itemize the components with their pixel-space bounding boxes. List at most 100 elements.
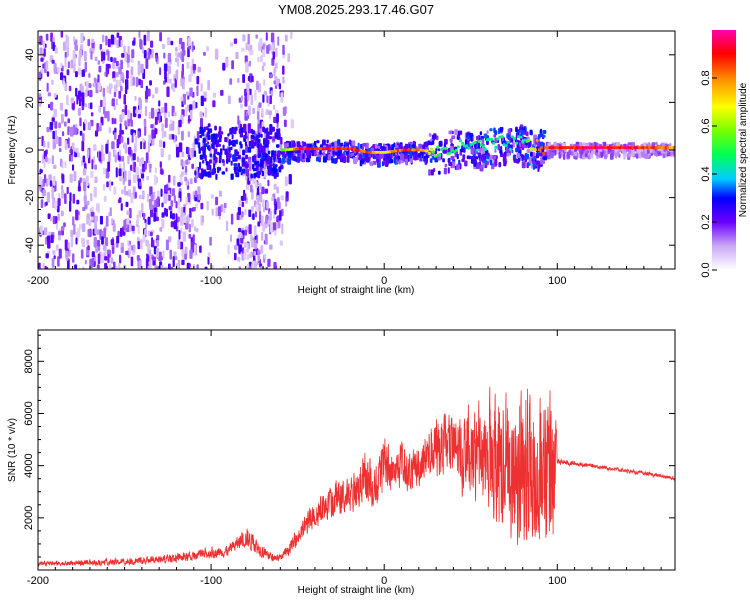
spectrogram-cell — [137, 241, 140, 250]
spectrogram-cell — [124, 87, 128, 95]
spectrogram-cell — [252, 107, 255, 114]
spectrogram-cell — [200, 168, 204, 173]
x-tick-label: 0 — [381, 275, 387, 287]
spectrogram-cell — [206, 200, 209, 211]
spectrogram-cell — [288, 174, 292, 185]
spectrogram-cell — [178, 205, 181, 213]
spectrogram-cell — [91, 41, 95, 49]
spectrogram-cell — [209, 153, 213, 158]
spectrogram-cell — [398, 159, 401, 165]
spectrogram-cell — [331, 157, 334, 164]
spectrogram-cell — [170, 119, 173, 124]
spectrogram-cell — [450, 142, 453, 146]
spectrogram-cell — [150, 40, 154, 48]
spectrogram-ridge-cell — [508, 147, 512, 151]
spectrogram-cell — [316, 156, 320, 162]
spectrogram-cell — [230, 173, 234, 180]
spectrogram-cell — [112, 223, 116, 232]
spectrogram-cell — [242, 74, 245, 83]
spectrogram-cell — [260, 215, 264, 226]
spectrogram-cell — [70, 59, 74, 69]
spectrogram-cell — [267, 134, 270, 139]
spectrogram-cell — [243, 193, 247, 201]
spectrogram-cell — [269, 222, 273, 233]
spectrogram-cell — [250, 141, 255, 149]
spectrogram-cell — [267, 258, 271, 267]
spectrogram-cell — [131, 49, 135, 59]
spectrogram-cell — [78, 98, 82, 107]
spectrogram-cell — [479, 131, 483, 136]
spectrogram-cell — [494, 149, 497, 153]
spectrogram-cell — [175, 47, 178, 52]
snr-series — [38, 386, 675, 568]
spectrogram-cell — [521, 127, 525, 131]
spectrogram-cell — [187, 131, 191, 138]
spectrogram-cell — [73, 223, 76, 235]
spectrogram-cell — [40, 225, 43, 236]
spectrogram-cell — [454, 129, 458, 136]
spectrogram-cell — [448, 161, 453, 166]
spectrogram-cell — [514, 155, 516, 160]
spectrogram-cell — [79, 49, 82, 58]
spectrogram-cell — [192, 100, 196, 110]
spectrogram-cell — [170, 208, 173, 219]
spectrogram-cell — [267, 169, 272, 176]
spectrogram-cell — [177, 239, 181, 249]
spectrogram-cell — [187, 47, 190, 58]
spectrogram-cell — [185, 196, 188, 206]
spectrogram-cell — [255, 161, 257, 165]
spectrogram-cell — [196, 264, 199, 269]
spectrogram-cell — [217, 151, 220, 156]
spectrogram-cell — [98, 65, 102, 73]
spectrogram-cell — [257, 255, 261, 261]
spectrogram-cell — [271, 196, 274, 201]
spectrogram-cell — [305, 157, 310, 163]
spectrogram-cell — [191, 163, 194, 169]
spectrogram-cell — [141, 138, 145, 143]
spectrogram-cell — [173, 175, 176, 186]
spectrogram-cell — [563, 153, 566, 160]
spectrogram-cell — [94, 176, 98, 184]
spectrogram-cell — [282, 44, 285, 55]
spectrogram-cell — [106, 181, 109, 188]
spectrogram-cell — [193, 150, 197, 157]
spectrogram-cell — [58, 235, 61, 241]
spectrogram-cell — [107, 50, 110, 62]
spectrogram-cell — [92, 82, 95, 87]
spectrogram-cell — [45, 60, 49, 70]
spectrogram-ridge-cell — [436, 145, 440, 149]
spectrogram-cell — [242, 158, 246, 164]
spectrogram-cell — [64, 161, 67, 169]
spectrogram-cell — [217, 206, 222, 217]
spectrogram-cell — [201, 146, 205, 151]
spectrogram-cell — [253, 172, 258, 178]
spectrogram-cell — [47, 92, 51, 97]
spectrogram-cell — [246, 242, 249, 253]
spectrogram-cell — [102, 87, 106, 97]
spectrogram-cell — [274, 265, 278, 269]
spectrogram-cell — [59, 102, 64, 111]
spectrogram-cell — [72, 49, 76, 59]
spectrogram-cell — [43, 227, 48, 236]
spectrogram-cell — [265, 215, 268, 224]
spectrogram-cell — [483, 159, 487, 164]
spectrogram-cell — [108, 264, 112, 269]
spectrogram-cell — [531, 160, 536, 164]
spectrogram-cell — [244, 208, 247, 216]
spectrogram-cell — [531, 163, 534, 169]
spectrogram-cell — [246, 133, 250, 140]
spectrogram-cell — [87, 229, 91, 238]
spectrogram-cell — [172, 256, 175, 267]
spectrogram-cell — [103, 227, 107, 239]
spectrogram-cell — [52, 41, 55, 52]
spectrogram-cell — [76, 152, 80, 158]
spectrogram-cell — [57, 213, 60, 221]
spectrogram-cell — [126, 70, 129, 79]
spectrogram-cell — [90, 51, 93, 60]
spectrogram-cell — [128, 171, 132, 180]
spectrogram-cell — [57, 198, 61, 207]
spectrogram-cell — [483, 133, 488, 139]
spectrogram-cell — [257, 172, 261, 179]
spectrogram-cell — [173, 195, 176, 203]
spectrogram-cell — [592, 149, 595, 155]
